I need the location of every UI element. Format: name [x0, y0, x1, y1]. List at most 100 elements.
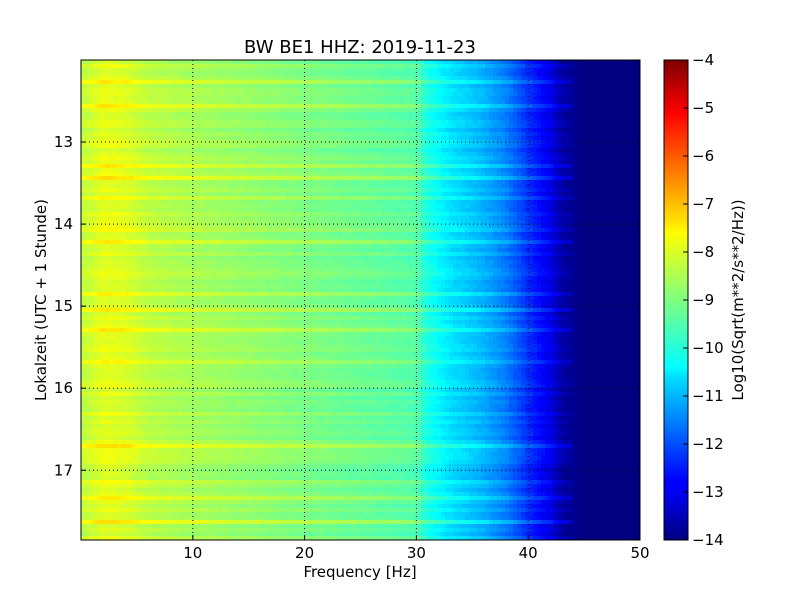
heatmap-cell	[169, 216, 174, 221]
heatmap-cell	[241, 236, 246, 241]
heatmap-cell	[245, 108, 250, 113]
heatmap-cell	[241, 164, 246, 169]
heatmap-cell	[177, 336, 182, 341]
heatmap-cell	[113, 452, 118, 457]
heatmap-cell	[157, 424, 162, 429]
heatmap-cell	[89, 388, 94, 393]
heatmap-cell	[101, 384, 106, 389]
heatmap-cell	[237, 428, 242, 433]
heatmap-cell	[105, 288, 110, 293]
heatmap-cell	[121, 444, 126, 449]
heatmap-cell	[137, 428, 142, 433]
heatmap-cell	[213, 376, 218, 381]
heatmap-cell	[153, 280, 158, 285]
heatmap-cell	[189, 380, 194, 385]
heatmap-cell	[101, 256, 106, 261]
heatmap-cell	[161, 412, 166, 417]
heatmap-cell	[225, 292, 230, 297]
heatmap-cell	[225, 468, 230, 473]
heatmap-cell	[129, 272, 134, 277]
heatmap-cell	[237, 332, 242, 337]
heatmap-cell	[89, 84, 94, 89]
heatmap-cell	[141, 440, 146, 445]
heatmap-cell	[201, 464, 206, 469]
heatmap-cell	[193, 76, 198, 81]
heatmap-cell	[121, 364, 126, 369]
heatmap-cell	[181, 444, 186, 449]
heatmap-cell	[185, 464, 190, 469]
heatmap-cell	[101, 428, 106, 433]
heatmap-cell	[185, 452, 190, 457]
heatmap-cell	[201, 252, 206, 257]
heatmap-cell	[177, 236, 182, 241]
heatmap-cell	[217, 304, 222, 309]
heatmap-cell	[89, 328, 94, 333]
heatmap-cell	[153, 440, 158, 445]
heatmap-cell	[85, 296, 90, 301]
heatmap-cell	[85, 384, 90, 389]
heatmap-cell	[225, 296, 230, 301]
heatmap-cell	[229, 432, 234, 437]
heatmap-cell	[129, 268, 134, 273]
heatmap-cell	[109, 436, 114, 441]
heatmap-cell	[229, 148, 234, 153]
heatmap-cell	[145, 404, 150, 409]
heatmap-cell	[209, 72, 214, 77]
heatmap-cell	[233, 452, 238, 457]
heatmap-cell	[193, 128, 198, 133]
heatmap-cell	[221, 120, 226, 125]
heatmap-cell	[121, 388, 126, 393]
heatmap-cell	[101, 532, 106, 537]
heatmap-cell	[201, 284, 206, 289]
heatmap-cell	[161, 124, 166, 129]
heatmap-cell	[197, 276, 202, 281]
heatmap-cell	[189, 340, 194, 345]
heatmap-cell	[221, 520, 226, 525]
heatmap-cell	[157, 100, 162, 105]
heatmap-cell	[141, 252, 146, 257]
heatmap-cell	[217, 392, 222, 397]
heatmap-cell	[157, 140, 162, 145]
heatmap-cell	[209, 392, 214, 397]
heatmap-cell	[209, 264, 214, 269]
heatmap-cell	[225, 344, 230, 349]
heatmap-cell	[237, 108, 242, 113]
heatmap-cell	[133, 364, 138, 369]
heatmap-cell	[133, 520, 138, 525]
heatmap-cell	[233, 536, 238, 540]
heatmap-cell	[193, 408, 198, 413]
heatmap-cell	[189, 512, 194, 517]
heatmap-cell	[81, 224, 86, 229]
heatmap-cell	[149, 100, 154, 105]
heatmap-cell	[221, 164, 226, 169]
heatmap-cell	[209, 524, 214, 529]
heatmap-cell	[229, 492, 234, 497]
heatmap-cell	[189, 120, 194, 125]
heatmap-cell	[237, 516, 242, 521]
heatmap-cell	[181, 140, 186, 145]
heatmap-cell	[121, 488, 126, 493]
heatmap-cell	[245, 316, 250, 321]
heatmap-cell	[229, 216, 234, 221]
heatmap-cell	[145, 208, 150, 213]
heatmap-cell	[117, 316, 122, 321]
heatmap-cell	[113, 316, 118, 321]
heatmap-cell	[241, 288, 246, 293]
heatmap-cell	[85, 428, 90, 433]
heatmap-cell	[129, 88, 134, 93]
heatmap-cell	[205, 212, 210, 217]
heatmap-cell	[85, 480, 90, 485]
heatmap-cell	[169, 88, 174, 93]
heatmap-cell	[149, 60, 154, 65]
heatmap-cell	[97, 132, 102, 137]
heatmap-cell	[245, 224, 250, 229]
heatmap-cell	[209, 280, 214, 285]
heatmap-cell	[137, 204, 142, 209]
heatmap-cell	[101, 368, 106, 373]
heatmap-cell	[93, 188, 98, 193]
heatmap-cell	[245, 76, 250, 81]
heatmap-cell	[89, 344, 94, 349]
heatmap-cell	[193, 72, 198, 77]
heatmap-cell	[97, 152, 102, 157]
heatmap-cell	[93, 404, 98, 409]
